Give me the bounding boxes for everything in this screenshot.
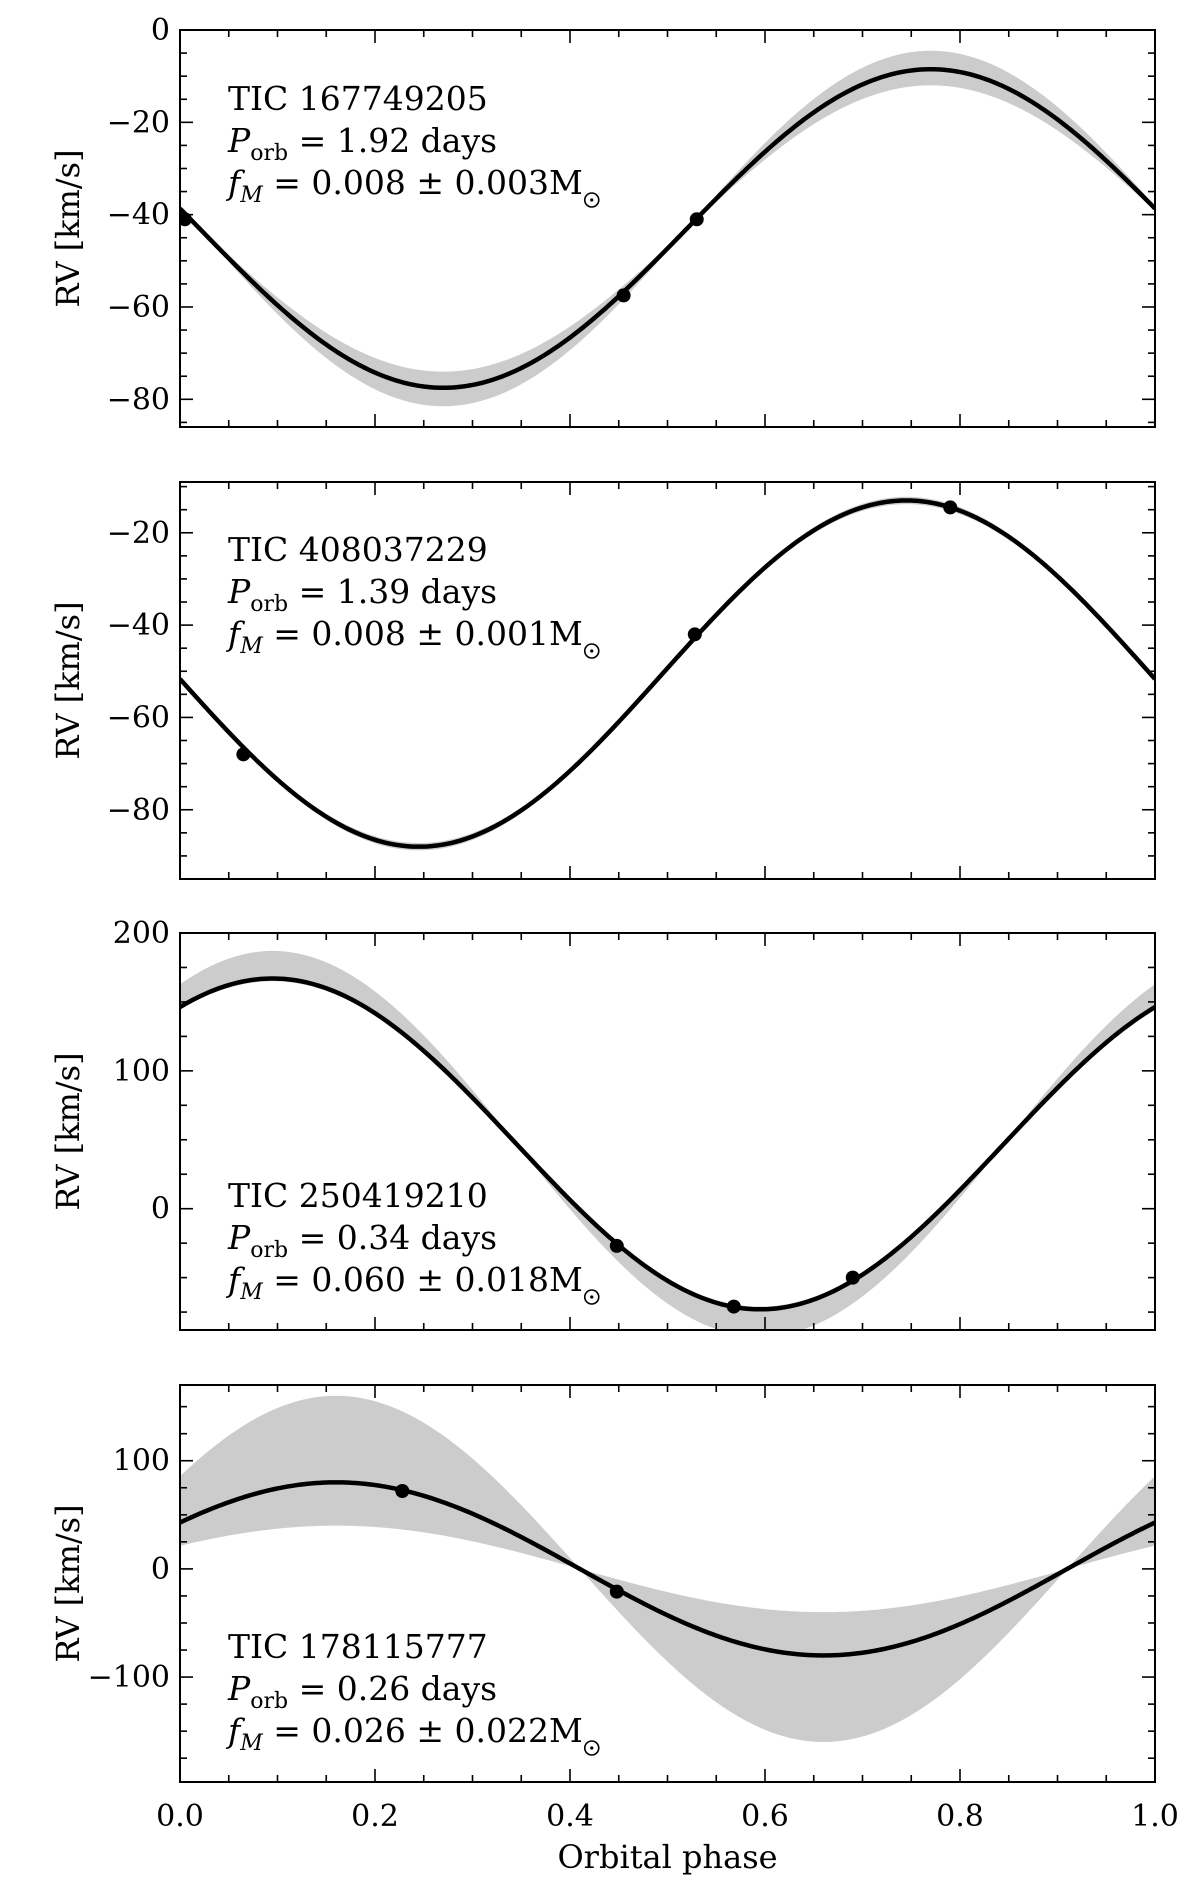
rv-data-point xyxy=(180,212,192,227)
x-tick-label: 0.0 xyxy=(156,1799,204,1834)
rv-data-point xyxy=(687,627,702,642)
solar-symbol-icon xyxy=(583,1289,600,1305)
solar-symbol-icon xyxy=(583,1740,600,1756)
orbital-period: Porb = 0.26 days xyxy=(227,1669,497,1714)
x-tick-label: 0.8 xyxy=(936,1799,984,1834)
orbital-period: Porb = 1.39 days xyxy=(227,572,497,617)
x-tick-label: 0.4 xyxy=(546,1799,594,1834)
y-tick-label: −100 xyxy=(88,1660,170,1695)
plot-area xyxy=(180,1395,1155,1742)
plot-area xyxy=(180,50,1155,407)
y-tick-label: −80 xyxy=(107,793,170,828)
solar-symbol-icon xyxy=(583,643,600,659)
rv-panel-1: 0 −20 −40 −60 −80 RV [km/s] TIC 167749205Porb … xyxy=(49,13,1156,428)
y-tick-label: 100 xyxy=(113,1444,170,1479)
rv-data-point xyxy=(943,500,958,515)
y-tick-label: −60 xyxy=(107,290,170,325)
rv-data-point xyxy=(845,1270,860,1285)
y-axis-title: RV [km/s] xyxy=(49,1052,87,1210)
plot-area xyxy=(180,950,1155,1330)
target-name: TIC 167749205 xyxy=(228,79,488,118)
target-name: TIC 178115777 xyxy=(228,1627,488,1666)
uncertainty-band xyxy=(180,950,1155,1330)
y-tick-label: 200 xyxy=(113,916,170,951)
plot-area xyxy=(180,496,1155,851)
rv-data-point xyxy=(689,212,704,227)
x-axis-title: Orbital phase xyxy=(557,1838,777,1876)
mass-function: fM = 0.008 ± 0.001M xyxy=(225,614,583,659)
x-tick-label: 0.2 xyxy=(351,1799,399,1834)
y-tick-label: −80 xyxy=(107,382,170,417)
target-name: TIC 250419210 xyxy=(228,1176,488,1215)
y-tick-label: 0 xyxy=(151,1552,170,1587)
y-tick-label: −40 xyxy=(107,608,170,643)
y-tick-label: −20 xyxy=(107,105,170,140)
solar-symbol-dot xyxy=(590,1746,594,1750)
rv-data-point xyxy=(236,747,251,762)
x-tick-label: 1.0 xyxy=(1131,1799,1179,1834)
best-fit-curve xyxy=(180,976,1155,1312)
best-fit-curve xyxy=(180,66,1155,391)
y-axis-title: RV [km/s] xyxy=(49,601,87,759)
rv-data-point xyxy=(726,1299,741,1314)
solar-symbol-dot xyxy=(590,1295,594,1299)
uncertainty-band xyxy=(180,1395,1155,1742)
y-tick-label: 100 xyxy=(113,1054,170,1089)
rv-data-point xyxy=(616,288,631,303)
y-tick-label: 0 xyxy=(151,1192,170,1227)
mass-function: fM = 0.008 ± 0.003M xyxy=(225,163,583,208)
mass-function: fM = 0.026 ± 0.022M xyxy=(225,1711,583,1756)
best-fit-curve xyxy=(180,1480,1155,1658)
y-axis-title: RV [km/s] xyxy=(49,149,87,307)
solar-symbol-dot xyxy=(590,198,594,202)
rv-data-point xyxy=(609,1238,624,1253)
y-axis-title: RV [km/s] xyxy=(49,1504,87,1662)
best-fit-curve xyxy=(180,498,1155,849)
y-tick-label: −40 xyxy=(107,198,170,233)
x-tick-label: 0.6 xyxy=(741,1799,789,1834)
rv-data-point xyxy=(395,1484,410,1499)
solar-symbol-icon xyxy=(583,192,600,208)
y-tick-label: 0 xyxy=(151,13,170,48)
y-tick-label: −60 xyxy=(107,700,170,735)
target-name: TIC 408037229 xyxy=(228,530,488,569)
y-tick-label: −20 xyxy=(107,516,170,551)
mass-function: fM = 0.060 ± 0.018M xyxy=(225,1260,583,1305)
orbital-period: Porb = 1.92 days xyxy=(227,121,497,166)
orbital-period: Porb = 0.34 days xyxy=(227,1218,497,1263)
solar-symbol-dot xyxy=(590,649,594,653)
rv-data-point xyxy=(609,1584,624,1599)
